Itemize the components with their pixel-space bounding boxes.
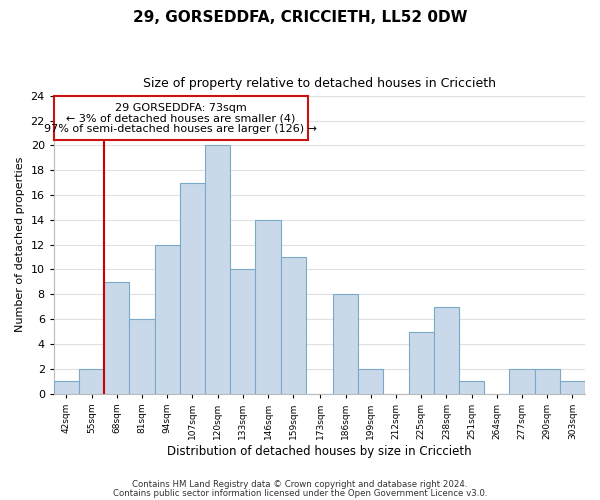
Bar [281, 257, 306, 394]
Bar [205, 146, 230, 394]
Bar [130, 319, 155, 394]
Bar [509, 368, 535, 394]
Bar [104, 282, 130, 394]
Text: Contains HM Land Registry data © Crown copyright and database right 2024.: Contains HM Land Registry data © Crown c… [132, 480, 468, 489]
Bar [358, 368, 383, 394]
Bar [230, 270, 256, 394]
Bar [535, 368, 560, 394]
Text: 29, GORSEDDFA, CRICCIETH, LL52 0DW: 29, GORSEDDFA, CRICCIETH, LL52 0DW [133, 10, 467, 25]
Bar [155, 244, 180, 394]
Bar [560, 381, 585, 394]
Text: ← 3% of detached houses are smaller (4): ← 3% of detached houses are smaller (4) [66, 113, 295, 123]
Bar [180, 182, 205, 394]
Bar [256, 220, 281, 394]
FancyBboxPatch shape [54, 96, 308, 140]
Bar [409, 332, 434, 394]
Text: 29 GORSEDDFA: 73sqm: 29 GORSEDDFA: 73sqm [115, 102, 247, 113]
Bar [459, 381, 484, 394]
X-axis label: Distribution of detached houses by size in Criccieth: Distribution of detached houses by size … [167, 444, 472, 458]
Text: 97% of semi-detached houses are larger (126) →: 97% of semi-detached houses are larger (… [44, 124, 317, 134]
Y-axis label: Number of detached properties: Number of detached properties [15, 157, 25, 332]
Text: Contains public sector information licensed under the Open Government Licence v3: Contains public sector information licen… [113, 489, 487, 498]
Bar [434, 306, 459, 394]
Title: Size of property relative to detached houses in Criccieth: Size of property relative to detached ho… [143, 78, 496, 90]
Bar [54, 381, 79, 394]
Bar [79, 368, 104, 394]
Bar [333, 294, 358, 394]
